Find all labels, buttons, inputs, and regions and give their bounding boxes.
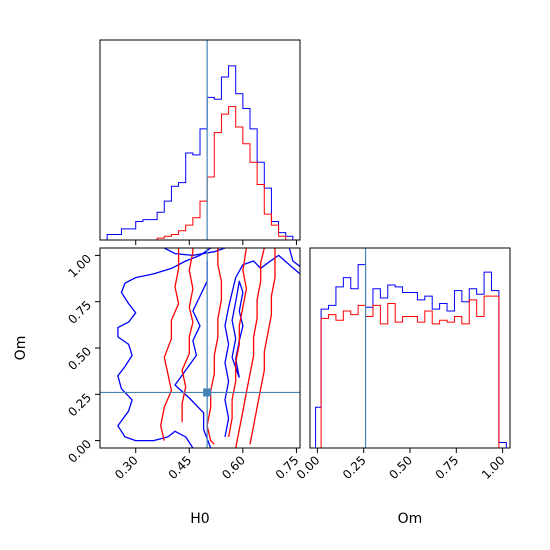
h0-histogram-panel: [99, 39, 301, 245]
om-hist-tick-label-1: 0.25: [340, 453, 369, 482]
contour-blue-0: [117, 248, 212, 448]
h0-tick-label-1: 0.45: [166, 453, 195, 482]
contour-red-3: [227, 248, 248, 438]
contour-blue-2: [174, 261, 212, 448]
om-tick-label-3: 0.75: [65, 298, 94, 327]
contour-blue-5: [288, 248, 300, 268]
contour-red-4: [235, 248, 265, 448]
om-tick-label-4: 1.00: [65, 252, 94, 281]
contour-frame: [99, 247, 301, 449]
h0-hist-blue: [100, 65, 294, 240]
om-axis-label: Om: [13, 336, 29, 361]
contour-blue-3: [224, 254, 300, 438]
h0-tick-label-2: 0.60: [219, 453, 248, 482]
contour-red-2: [206, 248, 223, 445]
om-histogram-axis-label: Om: [398, 511, 423, 527]
contour-y-ticks: 0.00 0.25 0.50 0.75 1.00: [65, 252, 100, 466]
om-hist-tick-label-0: 0.00: [294, 453, 323, 482]
contour-series: [117, 248, 300, 448]
contour-blue-4: [231, 280, 244, 378]
om-hist-tick-label-3: 0.75: [433, 453, 462, 482]
h0-histogram-frame: [99, 39, 301, 241]
truth-marker: [203, 388, 212, 397]
contour-x-ticks: 0.30 0.45 0.60 0.75: [112, 448, 302, 482]
om-tick-label-0: 0.00: [65, 437, 94, 466]
om-histogram-x-ticks: 0.00 0.25 0.50 0.75 1.00: [294, 448, 508, 482]
contour-red-5: [249, 248, 276, 445]
h0-histogram-x-ticks: [135, 240, 297, 245]
om-hist-tick-label-2: 0.50: [386, 453, 415, 482]
contour-red-1: [181, 248, 194, 423]
om-hist-blue: [315, 264, 507, 448]
om-tick-label-2: 0.50: [65, 344, 94, 373]
h0-histogram-series: [100, 65, 294, 240]
h0-axis-label: H0: [190, 511, 209, 527]
h0-tick-label-0: 0.30: [112, 453, 141, 482]
contour-blue-1: [163, 248, 226, 257]
contour-red-0: [160, 248, 180, 441]
h0-om-contour-panel: 0.30 0.45 0.60 0.75 0.00 0.25 0.50 0.75 1.00 H0…: [13, 247, 302, 527]
om-hist-tick-label-4: 1.00: [479, 453, 508, 482]
om-histogram-panel: 0.00 0.25 0.50 0.75 1.00 Om: [294, 247, 511, 527]
om-histogram-series: [315, 264, 507, 448]
om-tick-label-1: 0.25: [65, 391, 94, 420]
om-histogram-frame: [309, 247, 511, 449]
om-hist-red: [315, 295, 507, 448]
